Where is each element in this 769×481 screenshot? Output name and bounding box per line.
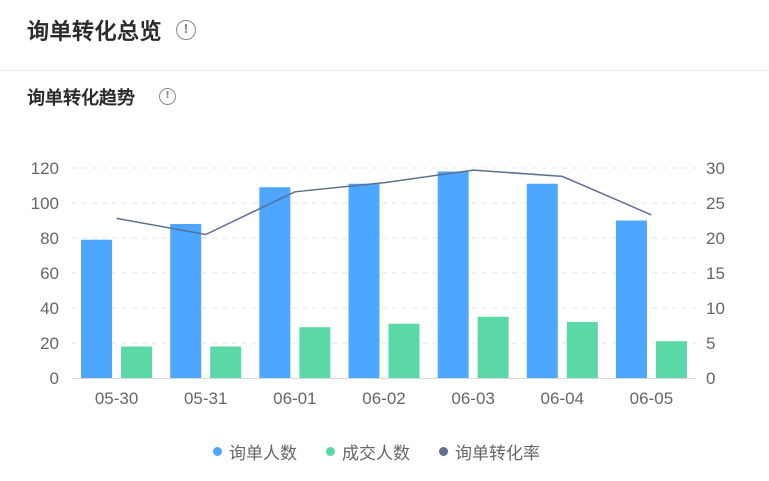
y-left-tick-label: 40 <box>40 299 59 318</box>
legend-marker <box>439 446 448 456</box>
info-circle-icon[interactable]: ! <box>159 88 176 105</box>
bars <box>81 171 687 378</box>
y-left-tick-label: 80 <box>40 229 59 248</box>
bar-deals <box>477 316 509 378</box>
x-tick-label: 05-31 <box>184 389 227 408</box>
bar-inquiries <box>170 224 202 378</box>
bar-inquiries <box>437 171 469 378</box>
legend-label: 询单转化率 <box>455 443 540 464</box>
legend-marker <box>326 446 335 456</box>
legend-item[interactable]: 成交人数 <box>326 436 410 466</box>
legend-label: 成交人数 <box>342 443 410 464</box>
y-right-tick-label: 10 <box>706 299 725 318</box>
y-left-tick-label: 20 <box>40 334 59 353</box>
y-left-tick-label: 0 <box>50 369 59 388</box>
y-left-tick-label: 100 <box>31 194 59 213</box>
legend-item[interactable]: 询单转化率 <box>439 436 540 466</box>
page-title: 询单转化总览 <box>27 20 163 45</box>
legend-marker <box>213 446 222 456</box>
bar-deals <box>655 341 687 378</box>
bar-deals <box>299 327 331 378</box>
line-conversion-rate <box>116 169 652 236</box>
axes: 0 20 40 60 80 100 120 0 5 10 15 20 25 30 05-30 05-31 06-… <box>31 159 725 408</box>
y-left-tick-label: 120 <box>31 159 59 178</box>
y-right-tick-label: 30 <box>706 159 725 178</box>
bar-inquiries <box>81 239 113 378</box>
x-tick-label: 06-03 <box>451 389 494 408</box>
y-right-tick-label: 0 <box>706 369 715 388</box>
info-circle-icon[interactable]: ! <box>176 20 196 40</box>
section-title: 询单转化趋势 <box>27 88 135 109</box>
y-right-tick-label: 20 <box>706 229 725 248</box>
x-tick-label: 05-30 <box>95 389 138 408</box>
legend-label: 询单人数 <box>229 443 297 464</box>
legend-item[interactable]: 询单人数 <box>213 436 297 466</box>
bar-inquiries <box>615 220 647 378</box>
x-tick-label: 06-01 <box>273 389 316 408</box>
conversion-line <box>116 169 652 236</box>
bar-inquiries <box>526 183 558 378</box>
y-left-tick-label: 60 <box>40 264 59 283</box>
bar-inquiries <box>348 183 380 378</box>
bar-inquiries <box>259 187 291 378</box>
x-tick-label: 06-04 <box>541 389 584 408</box>
y-right-tick-label: 15 <box>706 264 725 283</box>
bar-deals <box>388 323 420 378</box>
bar-deals <box>210 346 242 378</box>
bar-deals <box>566 322 598 378</box>
x-tick-label: 06-05 <box>630 389 673 408</box>
legend: 询单人数 成交人数 询单转化率 <box>0 436 769 466</box>
x-tick-label: 06-02 <box>362 389 405 408</box>
overview-header: 询单转化总览 ! <box>0 0 769 71</box>
y-right-tick-label: 5 <box>706 334 715 353</box>
y-right-tick-label: 25 <box>706 194 725 213</box>
bar-deals <box>121 346 153 378</box>
